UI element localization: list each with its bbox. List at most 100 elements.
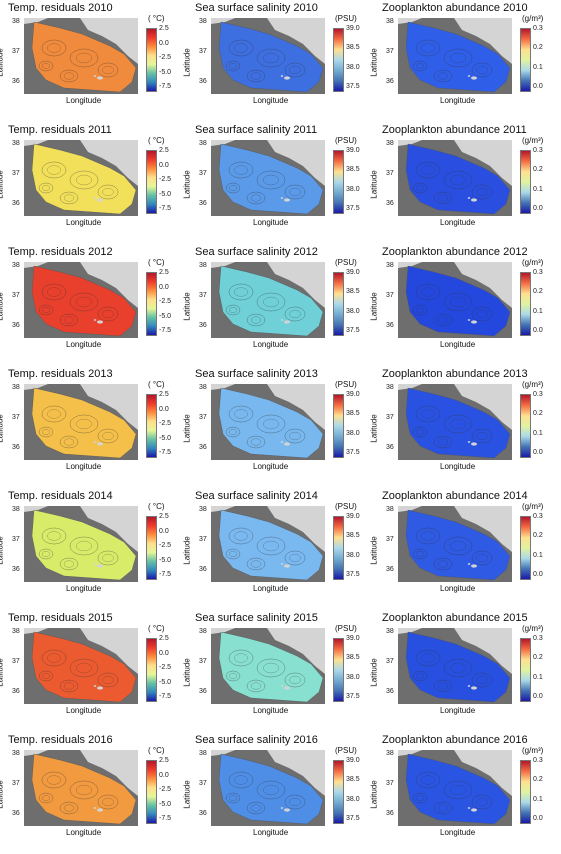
- land-area: [454, 384, 512, 430]
- map-svg: [24, 384, 138, 460]
- map-area: [398, 384, 512, 460]
- contour-line: [256, 536, 286, 556]
- contour-line: [437, 316, 449, 324]
- contour-line: [69, 48, 99, 68]
- contour-line: [246, 313, 266, 327]
- colorbar: [520, 394, 531, 458]
- map-svg: [211, 384, 325, 460]
- contour-line: [246, 191, 266, 205]
- map-svg: [211, 506, 325, 582]
- x-axis-label: Longitude: [66, 340, 102, 349]
- lat-tick: 38: [12, 262, 20, 269]
- survey-region: [218, 509, 324, 581]
- colorbar-tick: -2.5: [159, 420, 172, 427]
- contour-line: [412, 426, 428, 438]
- island: [97, 76, 103, 80]
- colorbar-unit: (PSU): [335, 136, 357, 145]
- contour-line: [284, 550, 306, 566]
- colorbar-tick: 39.0: [346, 269, 360, 276]
- lat-tick: 36: [386, 810, 394, 817]
- contour-line: [443, 536, 473, 556]
- colorbar-unit: (PSU): [335, 624, 357, 633]
- contour-line: [284, 306, 306, 322]
- colorbar-unit: (g/m³): [522, 136, 544, 145]
- contour-line: [102, 675, 114, 685]
- contour-line: [234, 531, 248, 541]
- island: [471, 686, 477, 690]
- map-area: [398, 140, 512, 216]
- contour-line: [246, 557, 266, 571]
- lat-tick: 36: [199, 566, 207, 573]
- y-axis-label: Latitude: [182, 170, 192, 199]
- colorbar-tick: 0.3: [533, 147, 543, 154]
- contour-line: [59, 801, 79, 815]
- lat-tick: 37: [12, 292, 20, 299]
- map-panel-temp-2012: Temp. residuals 2012 ( °C) Latitude Longitu…: [0, 244, 187, 366]
- colorbar-tick: 0.0: [159, 283, 169, 291]
- map-area: [24, 384, 138, 460]
- colorbar-tick: 37.5: [346, 83, 360, 90]
- contour-line: [289, 431, 301, 441]
- lat-tick: 36: [199, 78, 207, 85]
- island: [97, 564, 103, 568]
- colorbar: [146, 150, 157, 214]
- contour-line: [415, 795, 425, 801]
- contour-line: [228, 673, 238, 679]
- y-axis-label: Latitude: [369, 536, 379, 565]
- contour-line: [412, 792, 428, 804]
- contour-line: [41, 673, 51, 679]
- island: [280, 685, 284, 687]
- colorbar-tick: -5.0: [159, 434, 172, 442]
- map-area: [211, 384, 325, 460]
- contour-line: [246, 435, 266, 449]
- contour-line: [102, 65, 114, 75]
- colorbar-tick: 0.0: [159, 649, 169, 657]
- colorbar: [146, 760, 157, 824]
- contour-line: [250, 682, 262, 690]
- contour-line: [471, 550, 493, 566]
- contour-line: [228, 63, 238, 69]
- contour-line: [69, 780, 99, 800]
- contour-line: [421, 409, 435, 419]
- map-svg: [211, 18, 325, 94]
- contour-line: [228, 429, 238, 435]
- land-area: [454, 628, 512, 674]
- colorbar-unit: (g/m³): [522, 258, 544, 267]
- y-axis-label: Latitude: [369, 414, 379, 443]
- colorbar: [333, 272, 344, 336]
- colorbar-tick: 0.2: [533, 44, 543, 52]
- island: [467, 807, 471, 809]
- lat-tick: 37: [199, 170, 207, 177]
- contour-line: [476, 797, 488, 807]
- contour-line: [421, 287, 435, 297]
- contour-line: [250, 72, 262, 80]
- lat-tick: 37: [199, 780, 207, 787]
- colorbar-tick: -5.0: [159, 678, 172, 686]
- y-axis-label: Latitude: [182, 48, 192, 77]
- contour-line: [412, 182, 428, 194]
- contour-line: [263, 784, 279, 796]
- colorbar-tick: 0.0: [159, 39, 169, 47]
- contour-line: [41, 405, 67, 423]
- colorbar: [520, 272, 531, 336]
- contour-line: [421, 43, 435, 53]
- contour-line: [47, 653, 61, 663]
- map-panel-temp-2011: Temp. residuals 2011 ( °C) Latitude Longitu…: [0, 122, 187, 244]
- colorbar-unit: (g/m³): [522, 502, 544, 511]
- contour-line: [476, 431, 488, 441]
- contour-line: [250, 316, 262, 324]
- land-area-west: [24, 628, 48, 634]
- island: [467, 319, 471, 321]
- colorbar-tick: 0.3: [533, 391, 543, 398]
- contour-line: [284, 794, 306, 810]
- panel-title: Temp. residuals 2012: [8, 246, 113, 258]
- contour-line: [476, 65, 488, 75]
- colorbar-tick: -7.5: [159, 693, 172, 700]
- colorbar-tick: 37.5: [346, 449, 360, 456]
- map-area: [211, 628, 325, 704]
- colorbar: [520, 516, 531, 580]
- lat-tick: 37: [12, 170, 20, 177]
- lat-tick: 36: [199, 444, 207, 451]
- lat-tick: 37: [386, 414, 394, 421]
- contour-line: [415, 405, 441, 423]
